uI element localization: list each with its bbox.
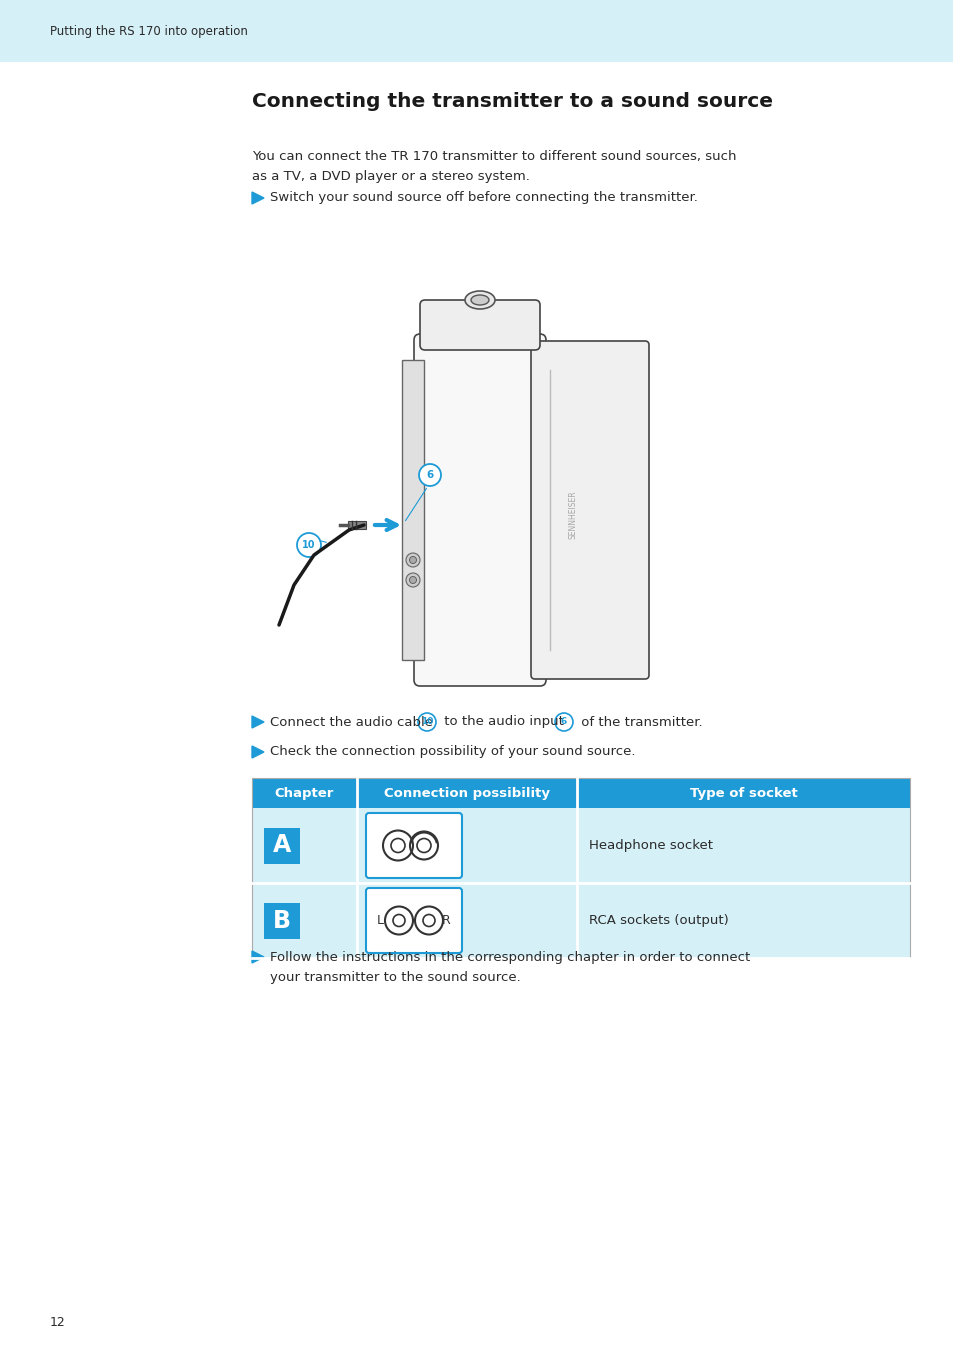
Text: Follow the instructions in the corresponding chapter in order to connect: Follow the instructions in the correspon… [270,950,749,964]
Text: 10: 10 [302,540,315,549]
FancyBboxPatch shape [366,813,461,878]
FancyBboxPatch shape [531,342,648,679]
Text: L: L [376,914,384,927]
Text: B: B [273,909,291,933]
FancyBboxPatch shape [414,333,545,686]
Bar [264,903,299,938]
Text: Chapter: Chapter [274,787,334,799]
Polygon shape [252,716,264,728]
Bar [0,0,953,62]
Circle shape [409,556,416,563]
Circle shape [418,464,440,486]
Bar [252,883,909,958]
Text: Switch your sound source off before connecting the transmitter.: Switch your sound source off before conn… [270,192,698,204]
Text: You can connect the TR 170 transmitter to different sound sources, such: You can connect the TR 170 transmitter t… [252,150,736,163]
Text: R: R [442,914,451,927]
Circle shape [555,713,573,730]
Circle shape [406,572,419,587]
Ellipse shape [471,296,489,305]
Bar [264,828,299,864]
Text: Check the connection possibility of your sound source.: Check the connection possibility of your… [270,745,635,759]
Text: Connection possibility: Connection possibility [384,787,550,799]
Text: 10: 10 [420,717,433,726]
Circle shape [296,533,320,558]
Text: Putting the RS 170 into operation: Putting the RS 170 into operation [50,24,248,38]
Bar [252,809,909,883]
Circle shape [406,554,419,567]
Bar [252,778,909,958]
Text: Headphone socket: Headphone socket [588,838,712,852]
Ellipse shape [464,292,495,309]
FancyBboxPatch shape [419,300,539,350]
Text: RCA sockets (output): RCA sockets (output) [588,914,728,927]
Text: to the audio input: to the audio input [439,716,568,729]
Text: SENNHEISER: SENNHEISER [568,490,578,539]
FancyBboxPatch shape [401,360,423,660]
Text: 6: 6 [560,717,566,726]
FancyBboxPatch shape [366,888,461,953]
Text: 6: 6 [426,470,434,481]
Circle shape [417,713,436,730]
Text: 12: 12 [50,1315,66,1328]
Polygon shape [252,747,264,757]
Polygon shape [252,950,264,963]
Circle shape [409,576,416,583]
Text: A: A [273,833,291,857]
Text: Type of socket: Type of socket [689,787,797,799]
Text: Connecting the transmitter to a sound source: Connecting the transmitter to a sound so… [252,92,772,111]
Text: your transmitter to the sound source.: your transmitter to the sound source. [270,971,520,984]
Text: Connect the audio cable: Connect the audio cable [270,716,436,729]
FancyBboxPatch shape [348,521,366,529]
Polygon shape [252,192,264,204]
Text: as a TV, a DVD player or a stereo system.: as a TV, a DVD player or a stereo system… [252,170,529,184]
Text: of the transmitter.: of the transmitter. [577,716,702,729]
Bar [252,778,909,809]
